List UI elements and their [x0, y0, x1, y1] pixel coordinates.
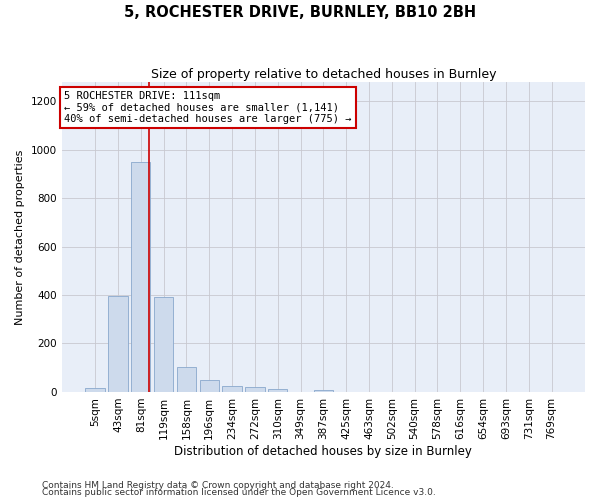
Text: 5 ROCHESTER DRIVE: 111sqm
← 59% of detached houses are smaller (1,141)
40% of se: 5 ROCHESTER DRIVE: 111sqm ← 59% of detac…: [64, 91, 352, 124]
Bar: [223, 386, 242, 392]
Bar: [85, 388, 105, 392]
Bar: [177, 366, 196, 392]
Text: Contains public sector information licensed under the Open Government Licence v3: Contains public sector information licen…: [42, 488, 436, 497]
Bar: [314, 390, 333, 392]
Bar: [154, 298, 173, 392]
Title: Size of property relative to detached houses in Burnley: Size of property relative to detached ho…: [151, 68, 496, 80]
Bar: [200, 380, 219, 392]
Text: Contains HM Land Registry data © Crown copyright and database right 2024.: Contains HM Land Registry data © Crown c…: [42, 480, 394, 490]
X-axis label: Distribution of detached houses by size in Burnley: Distribution of detached houses by size …: [175, 444, 472, 458]
Bar: [245, 387, 265, 392]
Bar: [108, 296, 128, 392]
Text: 5, ROCHESTER DRIVE, BURNLEY, BB10 2BH: 5, ROCHESTER DRIVE, BURNLEY, BB10 2BH: [124, 5, 476, 20]
Bar: [131, 162, 151, 392]
Bar: [268, 389, 287, 392]
Y-axis label: Number of detached properties: Number of detached properties: [15, 149, 25, 324]
